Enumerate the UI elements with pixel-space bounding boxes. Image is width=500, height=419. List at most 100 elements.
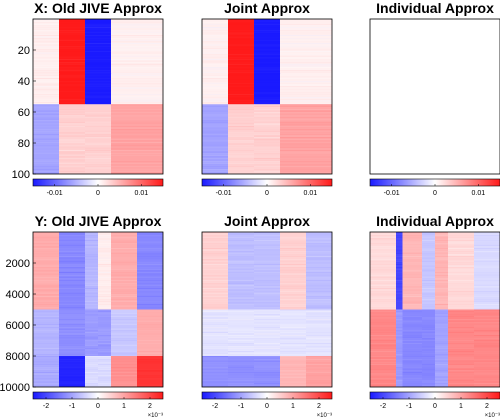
- heatmap-row: [33, 235, 60, 237]
- heatmap-row: [59, 115, 86, 117]
- heatmap-row: [254, 22, 281, 24]
- heatmap-row: [202, 121, 229, 123]
- heatmap-row: [33, 22, 60, 24]
- heatmap-row: [435, 280, 449, 281]
- heatmap-row: [202, 120, 229, 122]
- heatmap-row: [137, 249, 163, 251]
- heatmap-row: [306, 252, 332, 254]
- heatmap-row: [111, 107, 163, 109]
- heatmap-row: [280, 273, 307, 275]
- heatmap-row: [370, 272, 397, 273]
- heatmap-row: [85, 76, 112, 78]
- heatmap-block: [228, 232, 255, 310]
- heatmap-row: [422, 273, 436, 275]
- heatmap-row: [254, 309, 281, 311]
- heatmap-row: [228, 49, 255, 51]
- heatmap-row: [59, 248, 86, 249]
- heatmap-row: [111, 31, 163, 33]
- heatmap-row: [474, 367, 500, 369]
- heatmap-row: [280, 23, 332, 25]
- heatmap-row: [402, 281, 423, 283]
- heatmap-row: [137, 280, 163, 281]
- heatmap-row: [306, 278, 332, 280]
- heatmap-row: [370, 276, 397, 278]
- heatmap-row: [33, 87, 60, 89]
- heatmap-row: [280, 44, 332, 46]
- heatmap-row: [396, 339, 403, 341]
- heatmap-row: [254, 137, 281, 139]
- heatmap-row: [402, 252, 423, 254]
- heatmap-row: [85, 333, 99, 335]
- heatmap-row: [85, 305, 99, 307]
- panel-title: Individual Approx: [376, 213, 494, 229]
- heatmap-row: [33, 360, 60, 362]
- heatmap-row: [111, 19, 163, 20]
- heatmap-row: [370, 238, 397, 240]
- heatmap-row: [370, 384, 397, 386]
- heatmap-row: [137, 309, 163, 311]
- heatmap-row: [280, 159, 332, 161]
- heatmap-row: [228, 166, 255, 167]
- heatmap-row: [59, 333, 86, 335]
- heatmap-row: [254, 60, 281, 62]
- heatmap-block: [33, 73, 60, 105]
- heatmap-row: [33, 137, 60, 139]
- heatmap-row: [435, 296, 449, 297]
- heatmap-row: [306, 330, 332, 332]
- heatmap-block: [280, 232, 307, 310]
- heatmap-row: [448, 323, 475, 325]
- heatmap-row: [254, 92, 281, 94]
- heatmap-row: [137, 322, 163, 324]
- heatmap-row: [33, 164, 60, 166]
- heatmap-row: [448, 376, 475, 378]
- heatmap-row: [98, 297, 112, 299]
- heatmap-row: [111, 281, 138, 283]
- heatmap-row: [137, 364, 163, 365]
- heatmap-row: [33, 270, 60, 272]
- heatmap-cells: [370, 19, 500, 174]
- heatmap-row: [280, 272, 307, 273]
- heatmap-row: [228, 140, 255, 142]
- heatmap-row: [396, 351, 403, 353]
- heatmap-row: [280, 264, 307, 265]
- heatmap-row: [448, 368, 475, 370]
- heatmap-row: [396, 286, 403, 288]
- heatmap-row: [254, 317, 281, 319]
- heatmap-row: [254, 328, 281, 330]
- heatmap-row: [33, 95, 60, 97]
- heatmap-row: [202, 240, 229, 241]
- heatmap-row: [306, 268, 332, 270]
- heatmap-row: [435, 305, 449, 307]
- heatmap-row: [280, 341, 307, 343]
- heatmap-row: [59, 20, 86, 22]
- heatmap-row: [402, 315, 423, 317]
- heatmap-row: [448, 308, 475, 310]
- heatmap-row: [33, 347, 60, 349]
- heatmap-row: [202, 31, 229, 33]
- heatmap-row: [137, 315, 163, 317]
- heatmap-row: [111, 328, 138, 330]
- heatmap-row: [228, 352, 255, 354]
- y-tick-label: 4000: [6, 289, 30, 301]
- heatmap-row: [59, 307, 86, 309]
- heatmap-row: [306, 364, 332, 365]
- heatmap-row: [280, 305, 307, 307]
- heatmap-cells: [33, 19, 163, 174]
- heatmap-row: [396, 302, 403, 304]
- heatmap-row: [33, 47, 60, 49]
- heatmap-row: [228, 246, 255, 248]
- heatmap-row: [254, 154, 281, 156]
- heatmap-row: [202, 23, 229, 25]
- heatmap-row: [370, 346, 397, 348]
- colorbar-tick-label: 0: [265, 190, 269, 197]
- heatmap-row: [202, 323, 229, 325]
- heatmap-row: [474, 251, 500, 253]
- heatmap-row: [254, 43, 281, 44]
- heatmap-row: [59, 156, 86, 158]
- heatmap-row: [474, 284, 500, 286]
- heatmap-row: [59, 251, 86, 253]
- heatmap-row: [85, 166, 112, 167]
- heatmap-row: [137, 325, 163, 327]
- heatmap-row: [111, 28, 163, 30]
- heatmap-row: [228, 328, 255, 330]
